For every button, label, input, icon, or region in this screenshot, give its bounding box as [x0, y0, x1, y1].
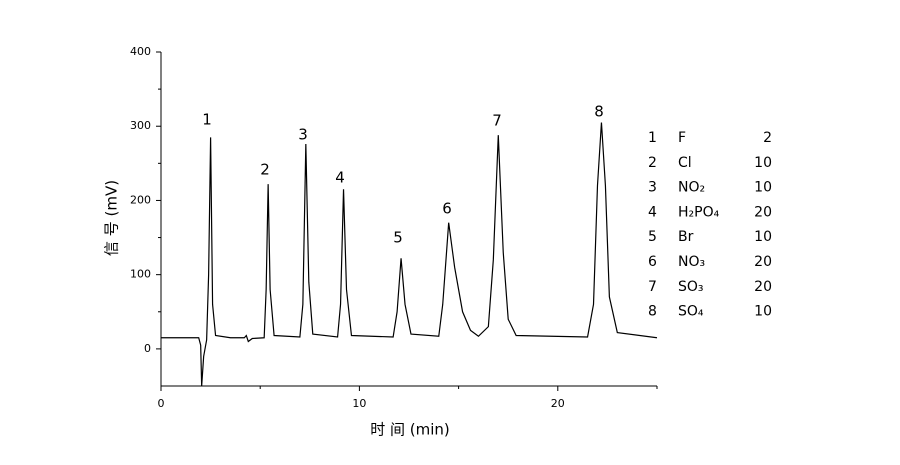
legend-ion: NO₂ — [678, 180, 705, 196]
peak-label: 2 — [260, 161, 270, 179]
legend-ion: SO₃ — [678, 279, 704, 295]
legend-concentration: 10 — [754, 155, 772, 171]
peak-label: 7 — [492, 112, 502, 130]
legend-concentration: 10 — [754, 180, 772, 196]
legend-ion: SO₄ — [678, 304, 704, 320]
x-axis-label: 时 间 (min) — [370, 421, 450, 439]
legend-number: 5 — [648, 229, 657, 245]
peak-label: 3 — [298, 126, 308, 144]
legend-number: 3 — [648, 180, 657, 196]
legend-number: 8 — [648, 304, 657, 320]
legend-number: 4 — [648, 204, 657, 220]
y-tick-label: 200 — [130, 193, 151, 206]
legend-number: 6 — [648, 254, 657, 270]
y-tick-label: 300 — [130, 119, 151, 132]
x-tick-label: 0 — [158, 397, 165, 410]
legend-concentration: 20 — [754, 254, 772, 270]
peak-label: 5 — [393, 229, 403, 247]
legend-concentration: 10 — [754, 229, 772, 245]
x-tick-label: 10 — [352, 397, 366, 410]
legend-ion: H₂PO₄ — [678, 204, 720, 220]
legend-ion: NO₃ — [678, 254, 705, 270]
peak-label: 4 — [335, 169, 345, 187]
chromatogram-trace — [161, 123, 657, 386]
peak-label: 1 — [202, 111, 212, 129]
legend-number: 7 — [648, 279, 657, 295]
legend-ion: Cl — [678, 155, 692, 171]
legend-number: 1 — [648, 130, 657, 146]
legend-ion: F — [678, 130, 686, 146]
y-tick-label: 400 — [130, 45, 151, 58]
legend-number: 2 — [648, 155, 657, 171]
y-tick-label: 100 — [130, 268, 151, 281]
legend-concentration: 10 — [754, 304, 772, 320]
peak-label: 6 — [442, 200, 452, 218]
peak-label: 8 — [594, 103, 604, 121]
legend-concentration: 20 — [754, 204, 772, 220]
y-axis-label: 信 号 (mV) — [103, 180, 121, 256]
x-tick-label: 20 — [551, 397, 565, 410]
y-tick-label: 0 — [144, 342, 151, 355]
legend-concentration: 20 — [754, 279, 772, 295]
legend-concentration: 2 — [763, 130, 772, 146]
legend-ion: Br — [678, 229, 694, 245]
